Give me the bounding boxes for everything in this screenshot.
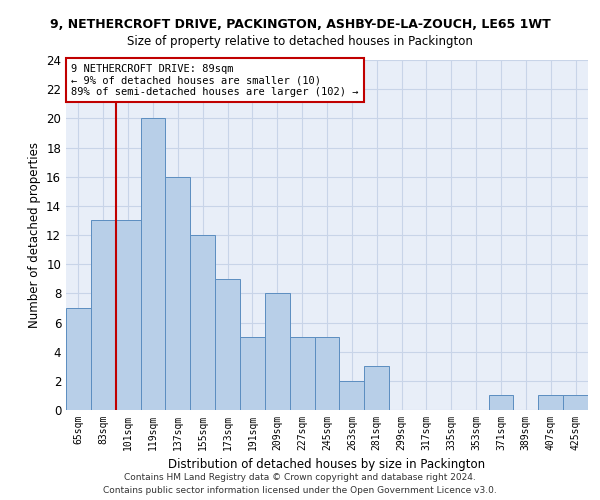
Bar <box>215 279 240 410</box>
Text: 9 NETHERCROFT DRIVE: 89sqm
← 9% of detached houses are smaller (10)
89% of semi-: 9 NETHERCROFT DRIVE: 89sqm ← 9% of detac… <box>71 64 359 96</box>
Text: Size of property relative to detached houses in Packington: Size of property relative to detached ho… <box>127 35 473 48</box>
Bar <box>314 337 340 410</box>
Y-axis label: Number of detached properties: Number of detached properties <box>28 142 41 328</box>
Bar <box>488 396 514 410</box>
Bar <box>265 294 290 410</box>
Bar <box>91 220 116 410</box>
Bar <box>538 396 563 410</box>
Text: Contains HM Land Registry data © Crown copyright and database right 2024.
Contai: Contains HM Land Registry data © Crown c… <box>103 474 497 495</box>
Bar <box>563 396 588 410</box>
Text: 9, NETHERCROFT DRIVE, PACKINGTON, ASHBY-DE-LA-ZOUCH, LE65 1WT: 9, NETHERCROFT DRIVE, PACKINGTON, ASHBY-… <box>50 18 550 30</box>
Bar <box>190 235 215 410</box>
Bar <box>340 381 364 410</box>
Bar <box>240 337 265 410</box>
Bar <box>66 308 91 410</box>
Bar <box>290 337 314 410</box>
Bar <box>364 366 389 410</box>
X-axis label: Distribution of detached houses by size in Packington: Distribution of detached houses by size … <box>169 458 485 471</box>
Bar <box>140 118 166 410</box>
Bar <box>116 220 140 410</box>
Bar <box>166 176 190 410</box>
